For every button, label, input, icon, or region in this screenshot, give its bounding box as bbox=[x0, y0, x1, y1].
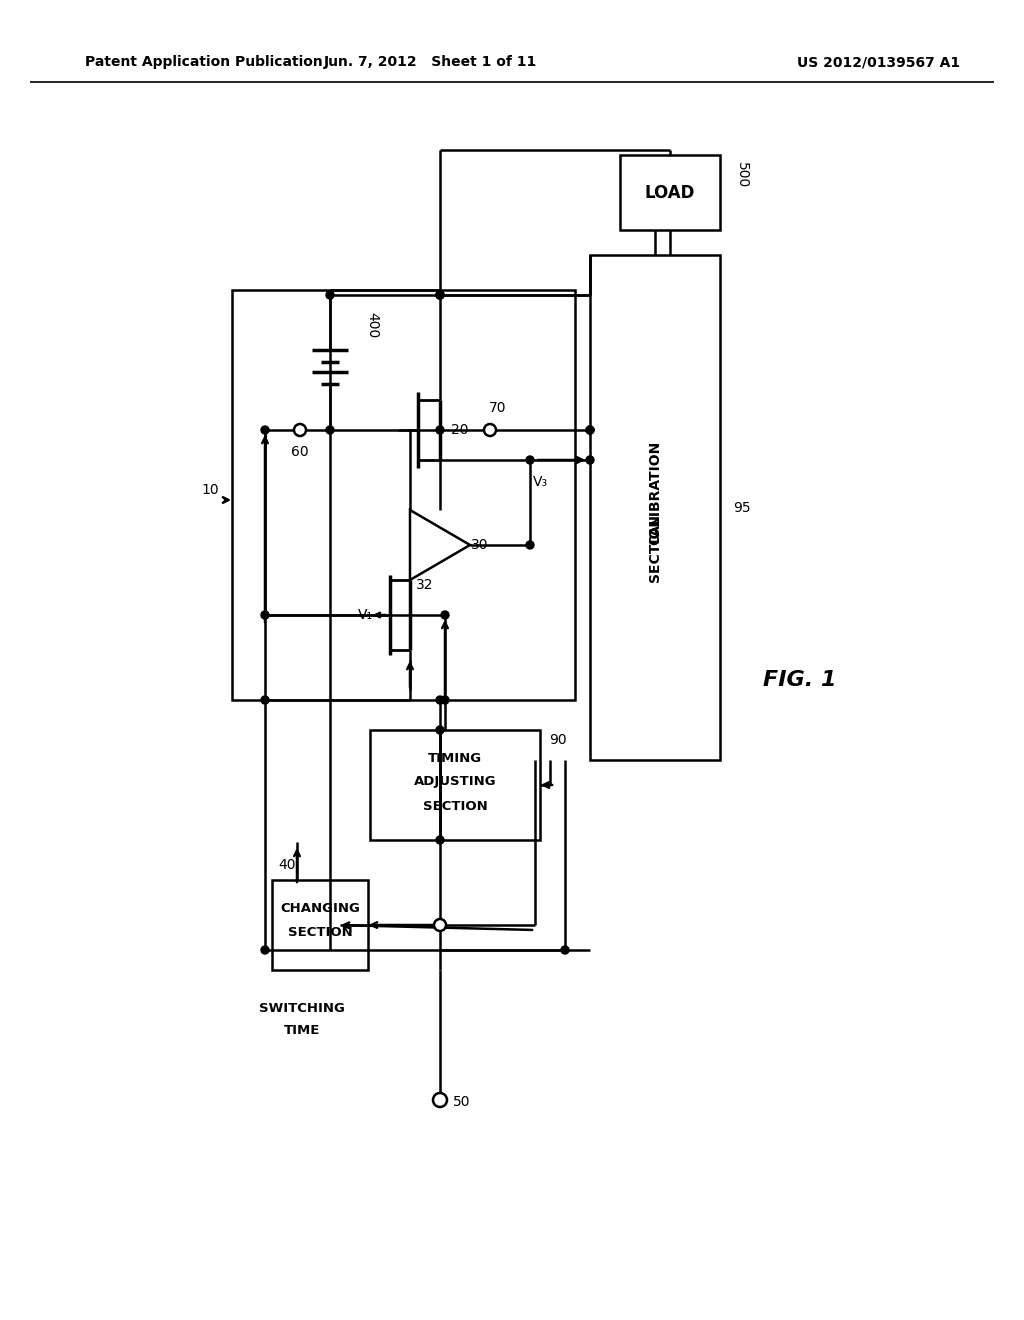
Text: Patent Application Publication: Patent Application Publication bbox=[85, 55, 323, 69]
Circle shape bbox=[436, 836, 444, 843]
Text: V₁: V₁ bbox=[357, 609, 373, 622]
Text: 40: 40 bbox=[279, 858, 296, 873]
Bar bbox=[620, 154, 720, 230]
Text: 60: 60 bbox=[291, 445, 309, 459]
Circle shape bbox=[436, 290, 444, 300]
Text: SECTION: SECTION bbox=[288, 925, 352, 939]
Circle shape bbox=[261, 696, 269, 704]
Text: SWITCHING: SWITCHING bbox=[259, 1002, 345, 1015]
Circle shape bbox=[586, 426, 594, 434]
Text: LOAD: LOAD bbox=[645, 183, 695, 202]
Text: 500: 500 bbox=[735, 162, 749, 189]
Text: 95: 95 bbox=[733, 500, 751, 515]
Circle shape bbox=[436, 726, 444, 734]
Circle shape bbox=[294, 424, 306, 436]
Circle shape bbox=[586, 426, 594, 434]
Bar bbox=[232, 290, 575, 700]
Bar bbox=[370, 730, 540, 840]
Text: CALIBRATION: CALIBRATION bbox=[648, 441, 662, 545]
Text: 50: 50 bbox=[454, 1096, 471, 1109]
Text: 90: 90 bbox=[549, 733, 567, 747]
Circle shape bbox=[436, 426, 444, 434]
Bar bbox=[272, 880, 368, 970]
Text: US 2012/0139567 A1: US 2012/0139567 A1 bbox=[797, 55, 961, 69]
Text: 20: 20 bbox=[452, 422, 469, 437]
Circle shape bbox=[561, 946, 569, 954]
Circle shape bbox=[326, 290, 334, 300]
Circle shape bbox=[433, 1093, 447, 1107]
Text: Jun. 7, 2012   Sheet 1 of 11: Jun. 7, 2012 Sheet 1 of 11 bbox=[324, 55, 537, 69]
Text: 70: 70 bbox=[489, 401, 507, 414]
Text: CHANGING: CHANGING bbox=[280, 902, 360, 915]
Text: 10: 10 bbox=[201, 483, 219, 498]
Circle shape bbox=[261, 426, 269, 434]
Circle shape bbox=[436, 696, 444, 704]
Text: FIG. 1: FIG. 1 bbox=[763, 671, 837, 690]
Circle shape bbox=[484, 424, 496, 436]
Circle shape bbox=[526, 541, 534, 549]
Text: TIMING: TIMING bbox=[428, 751, 482, 764]
Circle shape bbox=[434, 919, 446, 931]
Text: 400: 400 bbox=[365, 312, 379, 338]
Circle shape bbox=[586, 455, 594, 465]
Text: SECTION: SECTION bbox=[648, 513, 662, 582]
Text: 32: 32 bbox=[416, 578, 434, 591]
Circle shape bbox=[261, 611, 269, 619]
Circle shape bbox=[261, 946, 269, 954]
Circle shape bbox=[436, 290, 444, 300]
Text: V₃: V₃ bbox=[532, 475, 548, 488]
Circle shape bbox=[441, 696, 449, 704]
Circle shape bbox=[326, 426, 334, 434]
Text: SECTION: SECTION bbox=[423, 800, 487, 813]
Text: TIME: TIME bbox=[284, 1023, 321, 1036]
Text: 30: 30 bbox=[471, 539, 488, 552]
Text: ADJUSTING: ADJUSTING bbox=[414, 776, 497, 788]
Circle shape bbox=[441, 611, 449, 619]
Bar bbox=[590, 255, 720, 760]
Circle shape bbox=[526, 455, 534, 465]
Circle shape bbox=[436, 290, 444, 300]
